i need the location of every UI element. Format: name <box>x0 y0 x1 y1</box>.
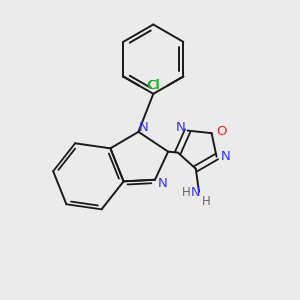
Text: Cl: Cl <box>147 79 161 92</box>
Text: N: N <box>157 176 167 190</box>
Text: N: N <box>221 150 231 163</box>
Text: H: H <box>182 186 191 199</box>
Text: H: H <box>202 195 211 208</box>
Text: N: N <box>191 186 200 199</box>
Text: N: N <box>176 122 185 134</box>
Text: Cl: Cl <box>146 79 159 92</box>
Text: N: N <box>139 122 148 134</box>
Text: O: O <box>216 125 227 138</box>
